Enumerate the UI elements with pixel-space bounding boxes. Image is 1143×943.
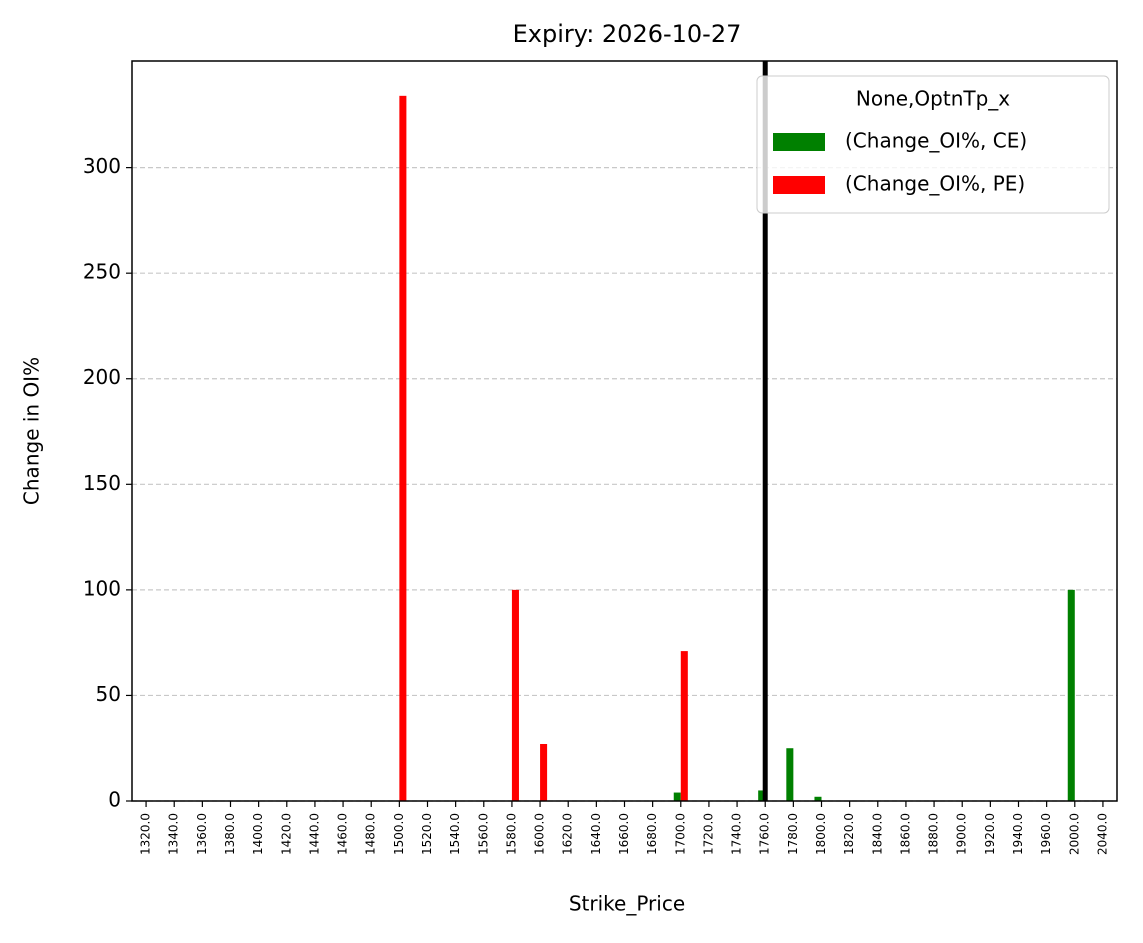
x-tick-label: 1640.0: [589, 813, 603, 855]
y-tick-label: 250: [83, 260, 121, 284]
x-tick-label: 1400.0: [251, 813, 265, 855]
x-tick-label: 1480.0: [364, 813, 378, 855]
x-tick-label: 1760.0: [758, 813, 772, 855]
x-tick-label: 2000.0: [1067, 813, 1081, 855]
x-tick-label: 1520.0: [420, 813, 434, 855]
x-axis-label: Strike_Price: [569, 892, 685, 916]
x-tick-label: 1720.0: [701, 813, 715, 855]
bar: [511, 589, 519, 801]
x-tick-label: 2040.0: [1095, 813, 1109, 855]
x-tick-label: 1500.0: [392, 813, 406, 855]
x-tick-label: 1880.0: [927, 813, 941, 855]
y-tick-label: 200: [83, 365, 121, 389]
x-tick-label: 1960.0: [1039, 813, 1053, 855]
x-tick-label: 1740.0: [730, 813, 744, 855]
x-tick-label: 1580.0: [504, 813, 518, 855]
x-tick-label: 1820.0: [842, 813, 856, 855]
x-tick-label: 1360.0: [195, 813, 209, 855]
x-tick-label: 1440.0: [307, 813, 321, 855]
bar: [1067, 589, 1075, 801]
x-tick-label: 1800.0: [814, 813, 828, 855]
x-tick-label: 1460.0: [336, 813, 350, 855]
legend-box: [756, 75, 1110, 214]
y-tick-label: 300: [83, 154, 121, 178]
y-tick-label: 0: [108, 788, 121, 812]
x-tick-label: 1380.0: [223, 813, 237, 855]
legend-label: (Change_OI%, CE): [845, 129, 1027, 153]
bar: [786, 748, 794, 801]
bar: [673, 792, 681, 801]
x-tick-label: 1900.0: [955, 813, 969, 855]
x-tick-label: 1540.0: [448, 813, 462, 855]
x-tick-label: 1420.0: [279, 813, 293, 855]
x-tick-label: 1860.0: [898, 813, 912, 855]
legend-swatch: [773, 176, 825, 194]
bar: [680, 651, 688, 801]
x-tick-label: 1780.0: [786, 813, 800, 855]
x-tick-label: 1700.0: [673, 813, 687, 855]
legend-swatch: [773, 133, 825, 151]
x-tick-label: 1660.0: [617, 813, 631, 855]
legend-title: None,OptnTp_x: [856, 87, 1010, 111]
bar: [814, 796, 822, 801]
x-tick-label: 1560.0: [476, 813, 490, 855]
y-axis-label: Change in OI%: [20, 357, 44, 505]
legend-label: (Change_OI%, PE): [845, 172, 1025, 196]
x-tick-label: 1940.0: [1011, 813, 1025, 855]
y-tick-label: 50: [96, 682, 121, 706]
y-tick-label: 100: [83, 576, 121, 600]
x-tick-label: 1600.0: [533, 813, 547, 855]
x-tick-label: 1920.0: [983, 813, 997, 855]
y-tick-label: 150: [83, 471, 121, 495]
bar: [399, 95, 407, 802]
plot-frame: [131, 60, 1118, 802]
x-tick-label: 1620.0: [561, 813, 575, 855]
x-tick-label: 1340.0: [167, 813, 181, 855]
x-tick-label: 1840.0: [870, 813, 884, 855]
chart-title: Expiry: 2026-10-27: [513, 20, 742, 48]
bar: [540, 743, 548, 801]
bar: [758, 790, 766, 801]
x-tick-label: 1680.0: [645, 813, 659, 855]
x-tick-label: 1320.0: [139, 813, 153, 855]
legend: None,OptnTp_x (Change_OI%, CE) (Change_OI%…: [756, 75, 1110, 214]
